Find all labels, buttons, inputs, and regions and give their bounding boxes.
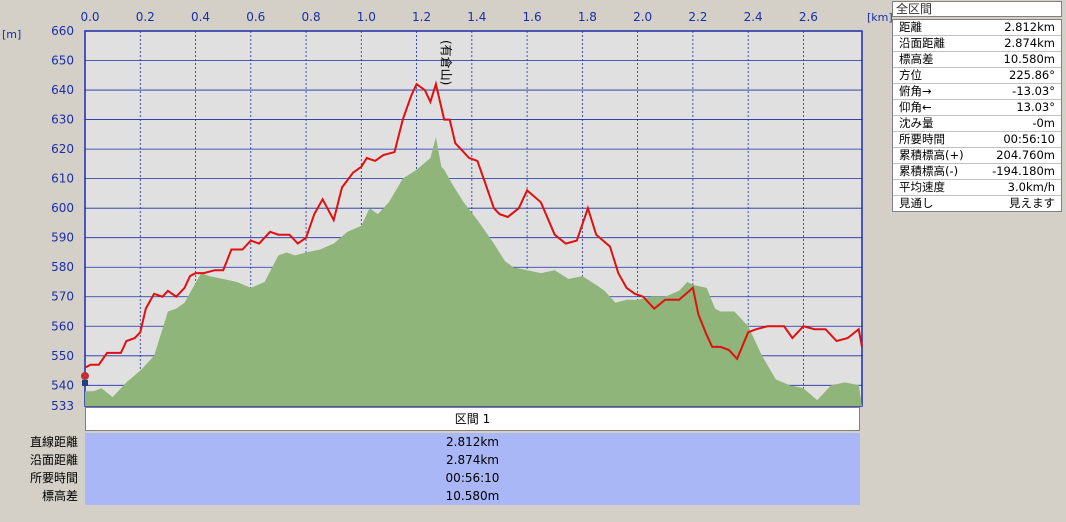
y-unit-label: [m]: [2, 28, 21, 41]
summary-value: 2.874km: [1004, 36, 1055, 50]
summary-key: 仰角←: [899, 100, 932, 114]
x-tick-label: 1.2: [412, 10, 431, 24]
section-row: 所要時間 00:56:10: [0, 469, 862, 487]
summary-value: 225.86°: [1009, 68, 1055, 82]
section-row-label: 直線距離: [29, 435, 78, 449]
x-tick-label: 2.0: [633, 10, 652, 24]
summary-row: 沈み量 -0m: [893, 116, 1061, 132]
x-tick-label: 1.4: [467, 10, 486, 24]
summary-row: 平均速度 3.0km/h: [893, 180, 1061, 196]
y-axis: 660 650 640 630 620 610 600 590 580 570 560 550 540 5…: [51, 24, 74, 410]
x-tick-label: 2.4: [744, 10, 763, 24]
section-row-label: 標高差: [41, 489, 78, 503]
section-row-value: 10.580m: [85, 487, 860, 505]
summary-row: 所要時間 00:56:10: [893, 132, 1061, 148]
section-row: 沿面距離 2.874km: [0, 451, 862, 469]
x-tick-label: 0.0: [80, 10, 99, 24]
elevation-chart: 0.0 0.2 0.4 0.6 0.8 1.0 1.2 1.4 1.6 1.8 2.0 2.2 2.4 2…: [2, 10, 892, 410]
summary-value: 見えます: [1009, 196, 1055, 210]
section-row-value: 2.812km: [85, 433, 860, 451]
y-tick-label: 533: [51, 399, 74, 410]
x-tick-label: 0.4: [191, 10, 210, 24]
summary-value: -13.03°: [1012, 84, 1055, 98]
summary-key: 所要時間: [899, 132, 945, 146]
y-tick-label: 600: [51, 201, 74, 215]
peak-label: (有倉山): [439, 40, 454, 85]
y-tick-label: 550: [51, 349, 74, 363]
y-tick-label: 610: [51, 172, 74, 186]
summary-value: 2.812km: [1004, 20, 1055, 34]
terrain-area: [85, 137, 862, 407]
start-marker-icon: [81, 372, 89, 386]
y-tick-label: 560: [51, 319, 74, 333]
summary-value: 00:56:10: [1003, 132, 1055, 146]
y-tick-label: 540: [51, 378, 74, 392]
summary-row: 距離 2.812km: [893, 20, 1061, 36]
summary-key: 方位: [899, 68, 922, 82]
x-tick-label: 2.6: [799, 10, 818, 24]
summary-value: 13.03°: [1016, 100, 1055, 114]
summary-row: 累積標高(+) 204.760m: [893, 148, 1061, 164]
summary-key: 距離: [899, 20, 922, 34]
summary-key: 沈み量: [899, 116, 934, 130]
summary-row: 俯角→ -13.03°: [893, 84, 1061, 100]
section-table: 直線距離 2.812km 沿面距離 2.874km 所要時間 00:56:10 …: [0, 433, 862, 505]
summary-key: 見通し: [899, 196, 934, 210]
section-row-label: 所要時間: [29, 471, 78, 485]
summary-panel: 全区間 距離 2.812km 沿面距離 2.874km 標高差 10.580m 方位 2…: [892, 1, 1062, 212]
y-tick-label: 580: [51, 260, 74, 274]
summary-value: -0m: [1032, 116, 1055, 130]
summary-row: 仰角← 13.03°: [893, 100, 1061, 116]
section-row: 標高差 10.580m: [0, 487, 862, 505]
x-tick-label: 0.8: [302, 10, 321, 24]
section-header[interactable]: 区間 1: [85, 407, 860, 431]
summary-row: 累積標高(-) -194.180m: [893, 164, 1061, 180]
summary-key: 標高差: [899, 52, 934, 66]
y-tick-label: 660: [51, 24, 74, 38]
summary-row: 見通し 見えます: [893, 196, 1061, 211]
summary-title[interactable]: 全区間: [892, 1, 1062, 17]
x-tick-label: 1.0: [357, 10, 376, 24]
x-tick-label: 0.6: [246, 10, 265, 24]
section-row-label: 沿面距離: [29, 453, 78, 467]
y-tick-label: 620: [51, 142, 74, 156]
section-row: 直線距離 2.812km: [0, 433, 862, 451]
x-axis: 0.0 0.2 0.4 0.6 0.8 1.0 1.2 1.4 1.6 1.8 2.0 2.2 2.4 2…: [80, 10, 818, 24]
summary-key: 累積標高(+): [899, 148, 964, 162]
summary-key: 俯角→: [899, 84, 932, 98]
summary-value: 3.0km/h: [1007, 180, 1055, 194]
summary-value: 10.580m: [1003, 52, 1055, 66]
summary-value: -194.180m: [992, 164, 1055, 178]
y-tick-label: 570: [51, 290, 74, 304]
summary-key: 沿面距離: [899, 36, 945, 50]
x-tick-label: 1.8: [578, 10, 597, 24]
x-tick-label: 0.2: [136, 10, 155, 24]
y-tick-label: 590: [51, 231, 74, 245]
summary-table: 距離 2.812km 沿面距離 2.874km 標高差 10.580m 方位 225.8…: [892, 19, 1062, 212]
summary-row: 方位 225.86°: [893, 68, 1061, 84]
y-tick-label: 630: [51, 113, 74, 127]
y-tick-label: 650: [51, 54, 74, 68]
summary-row: 沿面距離 2.874km: [893, 36, 1061, 52]
x-tick-label: 2.2: [688, 10, 707, 24]
section-row-value: 2.874km: [85, 451, 860, 469]
summary-row: 標高差 10.580m: [893, 52, 1061, 68]
summary-key: 累積標高(-): [899, 164, 959, 178]
section-row-value: 00:56:10: [85, 469, 860, 487]
route-line: [84, 80, 863, 369]
summary-key: 平均速度: [899, 180, 945, 194]
x-tick-label: 1.6: [523, 10, 542, 24]
x-unit-label: [km]: [867, 11, 892, 24]
y-tick-label: 640: [51, 83, 74, 97]
summary-value: 204.760m: [996, 148, 1055, 162]
